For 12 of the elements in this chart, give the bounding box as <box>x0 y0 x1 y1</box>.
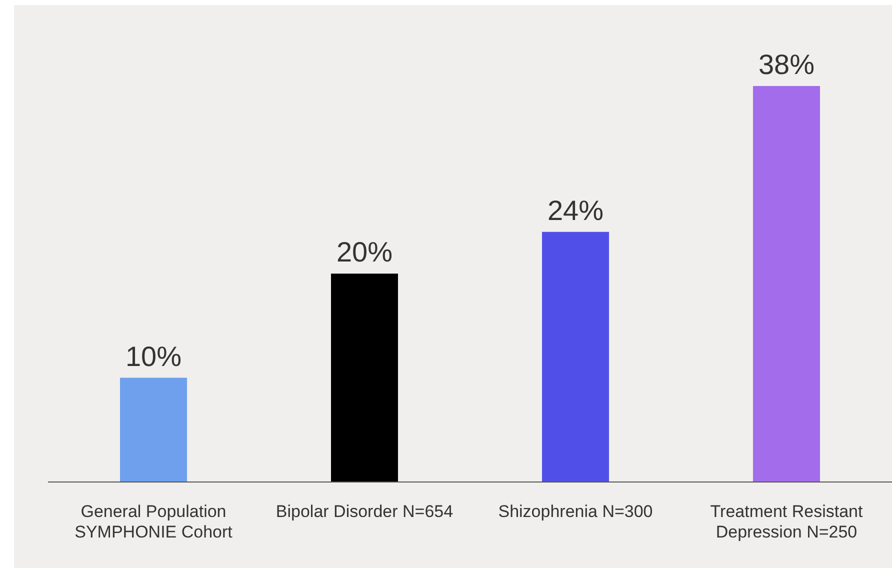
data-label: 20% <box>336 236 393 268</box>
bar <box>542 232 609 482</box>
bar <box>753 86 820 482</box>
x-tick-label: Bipolar Disorder N=654 <box>276 502 454 521</box>
data-label: 38% <box>758 49 815 80</box>
x-tick-label: Shizophrenia N=300 <box>498 502 653 521</box>
bar <box>331 274 398 482</box>
data-label: 24% <box>547 194 604 226</box>
x-tick-label: Treatment Resistant Depression N=250 <box>710 502 863 542</box>
bar <box>120 378 187 482</box>
x-tick-label: General Population SYMPHONIE Cohort <box>74 502 233 542</box>
data-label: 10% <box>125 340 182 372</box>
